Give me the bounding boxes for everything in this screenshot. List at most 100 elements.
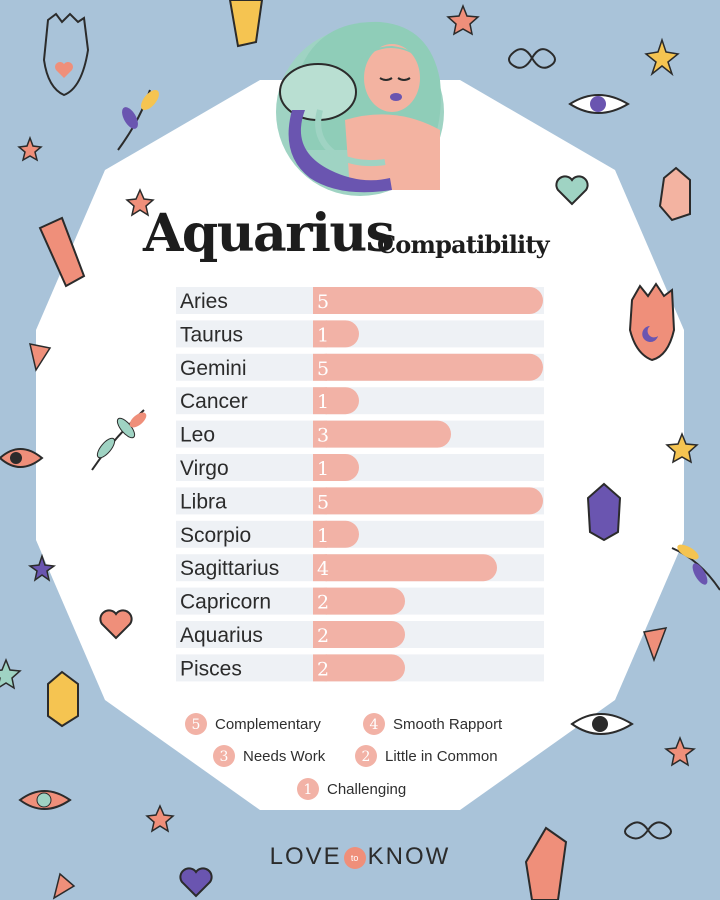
chart-title: Aquarius [143, 203, 395, 264]
bar-left-edge [313, 587, 327, 615]
star-icon [0, 657, 22, 690]
eye-icon [0, 448, 44, 468]
row-label: Cancer [180, 390, 248, 413]
legend-marker [213, 745, 235, 767]
bar-value-label: 4 [317, 558, 329, 580]
bar [313, 487, 543, 515]
eye-icon [18, 790, 72, 810]
crystal-icon [228, 0, 264, 48]
bar-value-label: 5 [317, 291, 329, 313]
crystal-icon [47, 670, 79, 728]
aquarius-figure-icon [276, 21, 444, 196]
bar [313, 654, 405, 682]
legend-label: Complementary [215, 716, 321, 733]
bar [313, 554, 497, 582]
bar-value-label: 1 [317, 324, 329, 346]
branch-icon [671, 544, 720, 591]
bar-value-label: 3 [317, 425, 329, 447]
row-label: Aries [180, 290, 228, 313]
bar-value-label: 5 [317, 358, 329, 380]
legend-value: 3 [220, 749, 229, 765]
star-icon [125, 188, 155, 217]
chart-subtitle: Compatibility [377, 230, 550, 259]
eye-icon [568, 94, 630, 114]
legend-value: 4 [370, 717, 379, 733]
row-label: Taurus [180, 323, 243, 346]
bar [313, 287, 543, 314]
bar [313, 587, 405, 615]
branch-icon [91, 409, 147, 471]
row-label: Virgo [180, 457, 229, 480]
row-label: Capricorn [180, 591, 271, 614]
triangle-icon [642, 627, 668, 663]
row-label: Sagittarius [180, 557, 279, 580]
bar-left-edge [313, 554, 327, 582]
crystal-icon [586, 482, 622, 542]
bar-value-label: 5 [317, 491, 329, 513]
branch-icon [117, 89, 159, 151]
row-label: Aquarius [180, 624, 263, 647]
bar [313, 420, 451, 448]
crystal-icon [524, 826, 568, 900]
legend-label: Needs Work [243, 748, 326, 765]
heart-icon [555, 175, 589, 206]
bar-left-edge [313, 520, 327, 548]
crystal-icon [658, 166, 691, 222]
bar-left-edge [313, 487, 327, 515]
crystal-icon [38, 216, 86, 288]
bar-left-edge [313, 353, 327, 381]
infinity-icon [624, 821, 672, 840]
hand-heart-icon [42, 12, 90, 97]
bar-value-label: 2 [317, 625, 329, 647]
hand-moon-icon [628, 282, 676, 362]
row-label: Gemini [180, 357, 247, 380]
triangle-icon [52, 872, 76, 900]
legend-value: 1 [304, 782, 313, 798]
row-track [176, 387, 544, 415]
row-track [176, 454, 544, 481]
row-label: Leo [180, 424, 215, 447]
star-icon [17, 135, 43, 162]
bar-left-edge [313, 387, 327, 415]
legend-value: 5 [192, 717, 201, 733]
star-icon [644, 37, 680, 77]
bar-left-edge [313, 654, 327, 682]
bar [313, 353, 543, 381]
heart-icon [99, 609, 133, 640]
legend-marker [185, 713, 207, 735]
legend-label: Little in Common [385, 748, 498, 765]
star-icon [145, 804, 175, 833]
star-icon [27, 553, 57, 582]
legend-value: 2 [362, 749, 371, 765]
bar-left-edge [313, 420, 327, 448]
bar-value-label: 1 [317, 525, 329, 547]
row-track [176, 520, 544, 548]
row-label: Pisces [180, 657, 242, 680]
bar-value-label: 1 [317, 458, 329, 480]
star-icon [664, 735, 696, 767]
row-label: Scorpio [180, 524, 251, 547]
bar-value-label: 2 [317, 658, 329, 680]
bar-left-edge [313, 454, 327, 481]
legend-label: Challenging [327, 781, 406, 798]
row-track [176, 320, 544, 348]
legend-marker [355, 745, 377, 767]
bar-left-edge [313, 320, 327, 348]
heart-icon [179, 867, 213, 898]
legend-marker [363, 713, 385, 735]
bar-left-edge [313, 287, 327, 314]
row-label: Libra [180, 490, 227, 513]
bar-value-label: 1 [317, 391, 329, 413]
legend-label: Smooth Rapport [393, 716, 503, 733]
star-icon [446, 3, 480, 36]
legend-marker [297, 778, 319, 800]
brand-logo: LOVE to KNOW [269, 843, 451, 870]
eye-icon [570, 713, 634, 735]
star-icon [665, 431, 699, 464]
infinity-icon [508, 48, 556, 69]
bar [313, 621, 405, 648]
triangle-icon [29, 343, 52, 372]
bar-value-label: 2 [317, 592, 329, 614]
